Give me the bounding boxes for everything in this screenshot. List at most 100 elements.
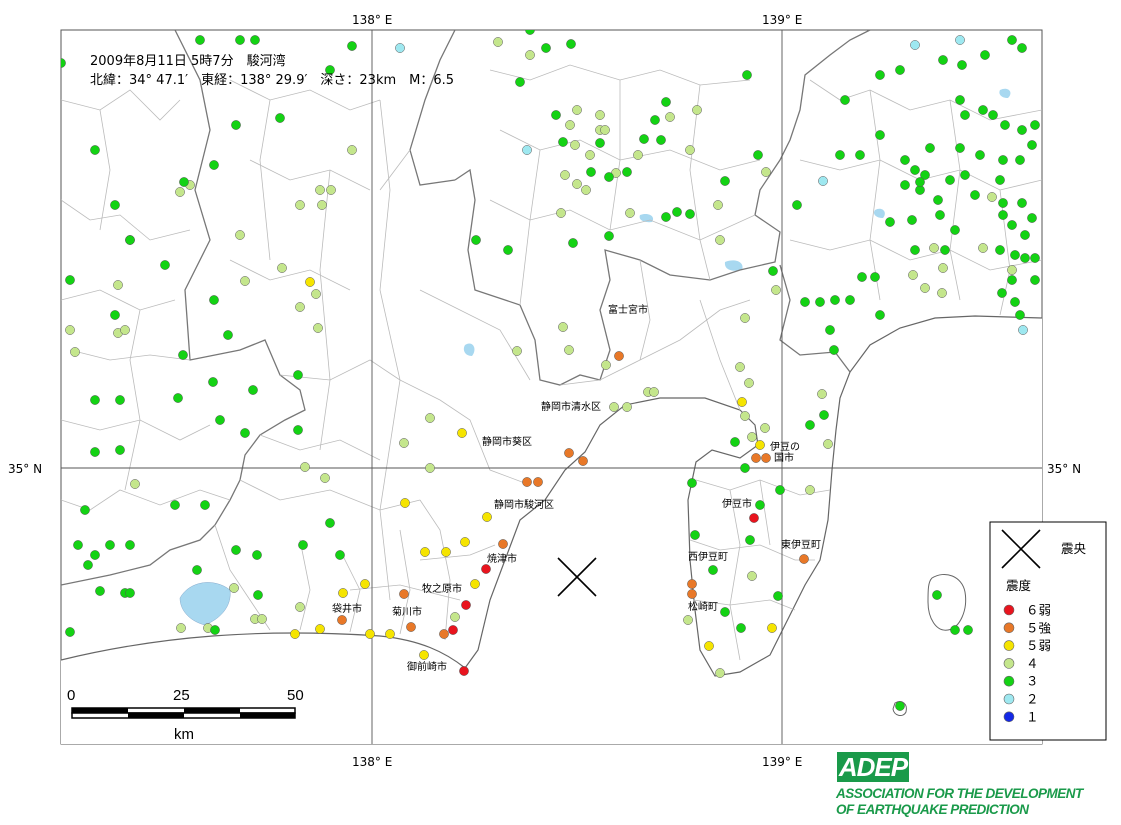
station-marker xyxy=(704,641,714,651)
lon-139-bottom-label: 139° E xyxy=(762,755,802,769)
station-marker xyxy=(955,95,965,105)
station-marker xyxy=(747,432,757,442)
event-hypocenter-params: 北緯：34° 47.1′ 東経：138° 29.9′ 深さ：23km M：6.5 xyxy=(90,72,454,88)
station-marker xyxy=(481,564,491,574)
station-marker xyxy=(65,275,75,285)
station-marker xyxy=(600,125,610,135)
station-marker xyxy=(360,579,370,589)
station-marker xyxy=(293,370,303,380)
station-marker xyxy=(835,150,845,160)
station-marker xyxy=(1030,253,1040,263)
station-marker xyxy=(761,167,771,177)
station-marker xyxy=(470,579,480,589)
station-marker xyxy=(179,177,189,187)
station-marker xyxy=(875,130,885,140)
station-marker xyxy=(564,345,574,355)
station-marker xyxy=(933,195,943,205)
station-marker xyxy=(459,666,469,676)
station-marker xyxy=(195,35,205,45)
station-marker xyxy=(1020,230,1030,240)
city-label-suruga: 静岡市駿河区 xyxy=(494,498,554,511)
station-marker xyxy=(277,263,287,273)
station-marker xyxy=(399,438,409,448)
station-marker xyxy=(650,115,660,125)
station-marker xyxy=(960,170,970,180)
station-marker xyxy=(560,170,570,180)
station-marker xyxy=(115,395,125,405)
epicenter-marker xyxy=(557,557,597,597)
station-marker xyxy=(105,540,115,550)
station-marker xyxy=(250,35,260,45)
station-marker xyxy=(978,105,988,115)
station-marker xyxy=(566,39,576,49)
station-marker xyxy=(175,187,185,197)
station-marker xyxy=(551,110,561,120)
station-marker xyxy=(975,150,985,160)
station-marker xyxy=(419,650,429,660)
station-marker xyxy=(817,389,827,399)
station-marker xyxy=(1018,325,1028,335)
station-marker xyxy=(326,185,336,195)
station-marker xyxy=(685,145,695,155)
station-marker xyxy=(290,629,300,639)
city-label-shimizu: 静岡市清水区 xyxy=(541,400,601,413)
station-marker xyxy=(1030,120,1040,130)
coastline xyxy=(61,315,1042,677)
station-marker xyxy=(737,397,747,407)
station-marker xyxy=(768,266,778,276)
station-marker xyxy=(736,623,746,633)
station-marker xyxy=(857,272,867,282)
legend-item-label: ２ xyxy=(1026,692,1039,707)
legend-swatch xyxy=(1003,640,1015,651)
station-marker xyxy=(522,145,532,155)
station-marker xyxy=(595,138,605,148)
lake-hamana xyxy=(179,582,231,626)
station-marker xyxy=(799,554,809,564)
station-marker xyxy=(935,210,945,220)
station-marker xyxy=(970,190,980,200)
station-marker xyxy=(298,540,308,550)
station-marker xyxy=(1010,250,1020,260)
station-marker xyxy=(248,385,258,395)
scale-tick-25: 25 xyxy=(173,687,190,704)
station-marker xyxy=(1007,265,1017,275)
map-body xyxy=(61,30,1042,744)
station-marker xyxy=(870,272,880,282)
station-marker xyxy=(1027,213,1037,223)
station-marker xyxy=(609,402,619,412)
station-marker xyxy=(572,179,582,189)
station-marker xyxy=(875,310,885,320)
station-marker xyxy=(240,276,250,286)
station-marker xyxy=(160,260,170,270)
station-marker xyxy=(907,215,917,225)
station-marker xyxy=(740,463,750,473)
station-marker xyxy=(823,439,833,449)
station-marker xyxy=(110,200,120,210)
station-marker xyxy=(845,295,855,305)
station-marker xyxy=(471,235,481,245)
scale-bar: 0 25 50 km xyxy=(67,687,304,743)
station-marker xyxy=(558,137,568,147)
station-marker xyxy=(235,35,245,45)
station-marker xyxy=(715,668,725,678)
station-marker xyxy=(209,295,219,305)
station-marker xyxy=(1010,297,1020,307)
city-label-izu: 伊豆市 xyxy=(722,497,752,510)
adep-logo: ADEP xyxy=(837,752,909,782)
event-datetime-location: 2009年8月11日 5時7分 駿河湾 xyxy=(90,53,286,69)
station-marker xyxy=(753,150,763,160)
station-marker xyxy=(925,143,935,153)
legend-item-label: ４ xyxy=(1026,656,1039,671)
station-marker xyxy=(448,625,458,635)
station-marker xyxy=(90,145,100,155)
station-marker xyxy=(938,55,948,65)
station-marker xyxy=(692,105,702,115)
station-marker xyxy=(708,565,718,575)
station-marker xyxy=(614,351,624,361)
station-marker xyxy=(735,362,745,372)
city-label-yaizu: 焼津市 xyxy=(487,552,517,565)
station-marker xyxy=(231,545,241,555)
station-marker xyxy=(461,600,471,610)
station-marker xyxy=(910,245,920,255)
